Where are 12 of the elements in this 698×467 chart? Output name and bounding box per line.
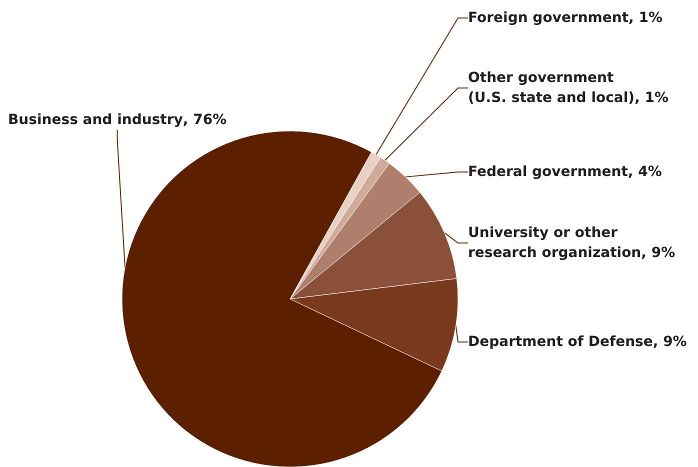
slice-label: Other government (U.S. state and local) (468, 70, 635, 106)
data-label: , 1% (628, 10, 663, 26)
slice-label: University or other research organization (468, 225, 642, 261)
slice-label: Foreign government (468, 10, 629, 26)
data-label: , 76% (182, 112, 227, 128)
slice-label: Federal government (468, 164, 628, 180)
data-label: , 1% (634, 90, 669, 106)
data-label: , 9% (652, 334, 687, 350)
slice-label: Business and industry (8, 112, 183, 128)
data-label: , 4% (628, 164, 662, 180)
data-label: , 9% (641, 245, 676, 261)
slice-label: Department of Defense (468, 334, 653, 350)
